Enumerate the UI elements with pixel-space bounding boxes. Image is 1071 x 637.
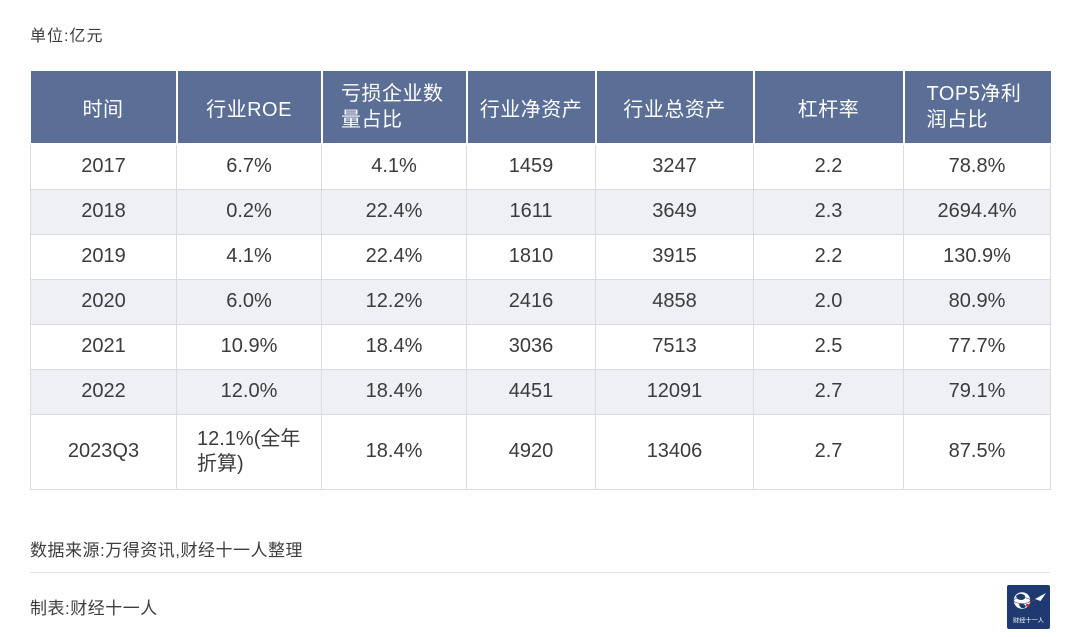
credit-note: 制表:财经十一人: [30, 599, 158, 618]
roe-annualized-value: 12.1%(全年折算): [197, 427, 301, 475]
table-cell: 3036: [466, 323, 596, 370]
table-cell: 12.2%: [321, 278, 467, 325]
table-row-2020: 2020 6.0% 12.2% 2416 4858 2.0 80.9%: [30, 278, 1051, 325]
col-header-top5-profit-label: TOP5净利润占比: [926, 83, 1022, 131]
table-row-2018: 2018 0.2% 22.4% 1611 3649 2.3 2694.4%: [30, 188, 1051, 235]
unit-label: 单位:亿元: [30, 28, 104, 45]
table-cell: 1810: [466, 233, 596, 280]
table-cell: 18.4%: [321, 368, 467, 415]
table-cell: 130.9%: [903, 233, 1051, 280]
table-cell: 4920: [466, 413, 596, 490]
caijing-logo: 财经十一人: [1007, 584, 1050, 629]
table-cell: 2020: [30, 278, 177, 325]
table-cell: 22.4%: [321, 188, 467, 235]
table-cell: 7513: [595, 323, 754, 370]
col-header-loss-ratio-label: 亏损企业数量占比: [341, 83, 444, 131]
col-header-loss-ratio: 亏损企业数量占比: [320, 71, 468, 145]
table-cell: 2022: [30, 368, 177, 415]
table-cell: 12091: [595, 368, 754, 415]
col-header-time: 时间: [30, 71, 178, 145]
col-header-top5-profit: TOP5净利润占比: [902, 71, 1051, 145]
table-row-2017: 2017 6.7% 4.1% 1459 3247 2.2 78.8%: [30, 143, 1051, 190]
logo-text: 财经十一人: [1013, 616, 1044, 624]
data-source-note: 数据来源:万得资讯,财经十一人整理: [30, 540, 303, 560]
table-cell: 2018: [30, 188, 177, 235]
table-cell: 4451: [466, 368, 596, 415]
table-cell: 2017: [30, 143, 177, 190]
table-cell: 2.0: [753, 278, 904, 325]
table-cell: 1459: [466, 143, 596, 190]
table-cell: 1611: [466, 188, 596, 235]
table-cell: 12.0%: [176, 368, 322, 415]
table-cell: 12.1%(全年折算): [176, 413, 322, 490]
table-cell: 3915: [595, 233, 754, 280]
table-cell: 80.9%: [903, 278, 1051, 325]
table-cell: 2021: [30, 323, 177, 370]
table-cell: 2023Q3: [30, 413, 177, 490]
table-cell: 4858: [595, 278, 754, 325]
table-cell: 79.1%: [903, 368, 1051, 415]
table-row-2019: 2019 4.1% 22.4% 1810 3915 2.2 130.9%: [30, 233, 1051, 280]
table-cell: 4.1%: [321, 143, 467, 190]
table-cell: 22.4%: [321, 233, 467, 280]
table-cell: 2.7: [753, 368, 904, 415]
table-cell: 2019: [30, 233, 177, 280]
table-header-row: 时间 行业ROE 亏损企业数量占比 行业净资产 行业总资产 杠杆率 TOP5净利…: [30, 71, 1051, 145]
table-cell: 3649: [595, 188, 754, 235]
table-cell: 3247: [595, 143, 754, 190]
table-cell: 6.7%: [176, 143, 322, 190]
table-row-2021: 2021 10.9% 18.4% 3036 7513 2.5 77.7%: [30, 323, 1051, 370]
table-cell: 2.2: [753, 233, 904, 280]
table-cell: 2.2: [753, 143, 904, 190]
plane-icon: [1026, 592, 1046, 607]
industry-data-table: 时间 行业ROE 亏损企业数量占比 行业净资产 行业总资产 杠杆率 TOP5净利…: [30, 71, 1051, 490]
table-cell: 18.4%: [321, 413, 467, 490]
col-header-roe: 行业ROE: [175, 71, 323, 145]
table-cell: 2416: [466, 278, 596, 325]
table-cell: 10.9%: [176, 323, 322, 370]
table-cell: 2694.4%: [903, 188, 1051, 235]
table-cell: 18.4%: [321, 323, 467, 370]
table-cell: 4.1%: [176, 233, 322, 280]
table-cell: 2.5: [753, 323, 904, 370]
col-header-leverage: 杠杆率: [752, 71, 905, 145]
col-header-net-assets: 行业净资产: [465, 71, 597, 145]
table-cell: 2.3: [753, 188, 904, 235]
divider: [30, 571, 1050, 573]
table-cell: 6.0%: [176, 278, 322, 325]
table-cell: 87.5%: [903, 413, 1051, 490]
table-cell: 78.8%: [903, 143, 1051, 190]
table-cell: 0.2%: [176, 188, 322, 235]
table-row-2023q3: 2023Q3 12.1%(全年折算) 18.4% 4920 13406 2.7 …: [30, 413, 1051, 490]
table-cell: 77.7%: [903, 323, 1051, 370]
table-cell: 13406: [595, 413, 754, 490]
col-header-total-assets: 行业总资产: [594, 71, 755, 145]
footer-row: 制表:财经十一人 财经十一人: [30, 584, 1050, 629]
table-row-2022: 2022 12.0% 18.4% 4451 12091 2.7 79.1%: [30, 368, 1051, 415]
table-cell: 2.7: [753, 413, 904, 490]
